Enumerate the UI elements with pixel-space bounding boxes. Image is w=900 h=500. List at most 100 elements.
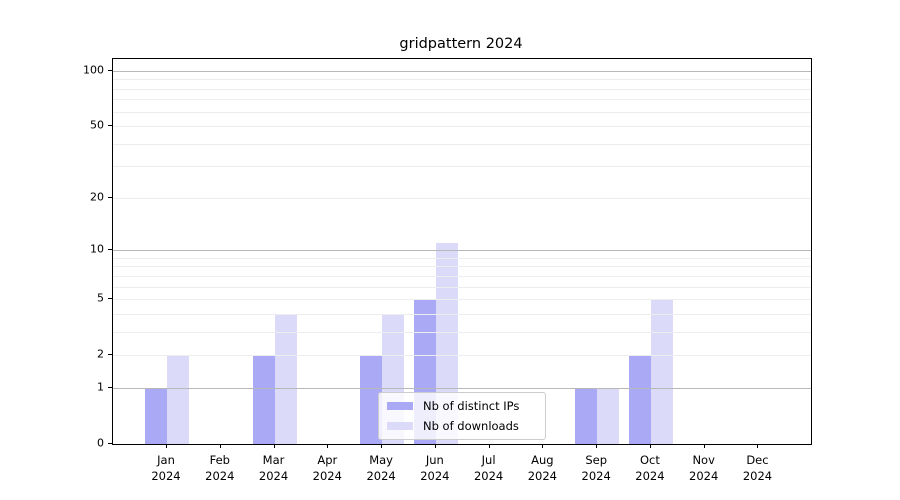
x-tick-year: 2024 — [527, 469, 558, 484]
x-tick-mark — [381, 444, 383, 448]
y-tick-label: 10 — [90, 242, 104, 256]
y-tick-label: 5 — [97, 291, 104, 305]
x-tick-month: Jun — [425, 453, 444, 467]
x-tick-year: 2024 — [742, 469, 773, 484]
y-tick-label: 0 — [97, 436, 104, 450]
x-tick-mark — [488, 444, 490, 448]
x-tick-month: May — [369, 453, 393, 467]
x-tick-label-aug: Aug 2024 — [528, 452, 557, 484]
x-tick-label-oct: Oct 2024 — [635, 452, 664, 484]
y-tick-label: 100 — [83, 63, 104, 77]
x-tick-mark — [273, 444, 275, 448]
legend-item-distinct-ips: Nb of distinct IPs — [387, 398, 537, 414]
major-gridline — [113, 387, 811, 389]
y-tick-mark — [108, 196, 112, 198]
x-tick-label-may: May 2024 — [366, 452, 395, 484]
x-tick-year: 2024 — [473, 469, 504, 484]
minor-gridline — [113, 257, 811, 259]
bar-jan-downloads — [167, 355, 189, 444]
bar-jan-distinct-ips — [145, 387, 167, 444]
x-tick-year: 2024 — [151, 469, 181, 484]
bar-mar-distinct-ips — [252, 355, 275, 444]
x-tick-month: Mar — [262, 453, 285, 467]
x-tick-mark — [542, 444, 544, 448]
x-tick-month: Apr — [317, 453, 338, 467]
y-tick-mark — [108, 443, 112, 444]
y-tick-mark — [108, 386, 112, 388]
minor-gridline — [113, 143, 811, 145]
x-tick-label-feb: Feb 2024 — [205, 452, 234, 484]
x-tick-month: Jul — [481, 453, 496, 467]
minor-gridline — [113, 266, 811, 268]
y-tick-mark — [108, 249, 112, 251]
minor-gridline — [113, 299, 811, 301]
x-tick-mark — [166, 444, 167, 448]
x-tick-mark — [596, 444, 598, 448]
x-tick-year: 2024 — [420, 469, 450, 484]
bar-mar-downloads — [274, 313, 297, 444]
y-tick-label: 50 — [90, 118, 104, 132]
bar-may-distinct-ips — [360, 355, 383, 444]
x-tick-mark — [649, 444, 651, 448]
x-tick-mark — [219, 444, 221, 448]
minor-gridline — [113, 355, 811, 357]
y-tick-mark — [108, 125, 112, 127]
x-tick-month: Aug — [531, 453, 554, 467]
legend-label-distinct-ips: Nb of distinct IPs — [423, 399, 520, 413]
legend-swatch-downloads — [387, 422, 413, 430]
x-tick-label-apr: Apr 2024 — [313, 452, 342, 484]
x-tick-year: 2024 — [366, 469, 396, 484]
x-tick-mark — [757, 444, 759, 448]
x-tick-month: Sep — [585, 453, 607, 467]
minor-gridline — [113, 275, 811, 277]
y-tick-label: 1 — [97, 380, 104, 394]
x-tick-year: 2024 — [258, 469, 289, 484]
x-tick-label-sep: Sep 2024 — [582, 452, 611, 484]
legend-swatch-distinct-ips — [387, 402, 413, 410]
y-tick-mark — [108, 354, 112, 356]
x-tick-year: 2024 — [581, 469, 611, 484]
x-tick-month: Nov — [692, 453, 715, 467]
x-tick-month: Feb — [209, 453, 230, 467]
y-tick-mark — [108, 70, 112, 71]
minor-gridline — [113, 99, 811, 101]
x-tick-month: Oct — [639, 453, 660, 467]
x-tick-label-mar: Mar 2024 — [259, 452, 288, 484]
plot-area — [112, 58, 812, 445]
x-tick-mark — [703, 444, 705, 448]
y-tick-label: 20 — [90, 190, 104, 204]
x-tick-label-jan: Jan 2024 — [151, 452, 180, 484]
x-tick-year: 2024 — [635, 469, 665, 484]
minor-gridline — [113, 126, 811, 128]
bar-sep-downloads — [597, 387, 620, 444]
x-tick-label-jul: Jul 2024 — [474, 452, 503, 484]
legend: Nb of distinct IPs Nb of downloads — [378, 392, 546, 440]
x-tick-year: 2024 — [312, 469, 342, 484]
x-tick-mark — [434, 444, 436, 448]
minor-gridline — [113, 79, 811, 81]
minor-gridline — [113, 88, 811, 90]
x-tick-year: 2024 — [205, 469, 235, 484]
x-tick-year: 2024 — [689, 469, 719, 484]
x-tick-mark — [327, 444, 329, 448]
x-tick-month: Jan — [157, 453, 175, 467]
legend-item-downloads: Nb of downloads — [387, 418, 537, 434]
legend-label-downloads: Nb of downloads — [423, 419, 519, 433]
x-tick-label-jun: Jun 2024 — [420, 452, 449, 484]
minor-gridline — [113, 166, 811, 168]
x-tick-month: Dec — [746, 453, 769, 467]
chart-title: gridpattern 2024 — [399, 36, 523, 52]
y-tick-label: 2 — [97, 347, 104, 361]
major-gridline — [113, 71, 811, 72]
bar-oct-downloads — [650, 299, 673, 444]
x-tick-label-nov: Nov 2024 — [689, 452, 718, 484]
minor-gridline — [113, 313, 811, 315]
x-tick-label-dec: Dec 2024 — [743, 452, 772, 484]
minor-gridline — [113, 331, 811, 333]
minor-gridline — [113, 197, 811, 199]
bar-oct-distinct-ips — [628, 355, 651, 444]
bar-sep-distinct-ips — [575, 387, 598, 444]
y-tick-mark — [108, 298, 112, 300]
minor-gridline — [113, 286, 811, 288]
